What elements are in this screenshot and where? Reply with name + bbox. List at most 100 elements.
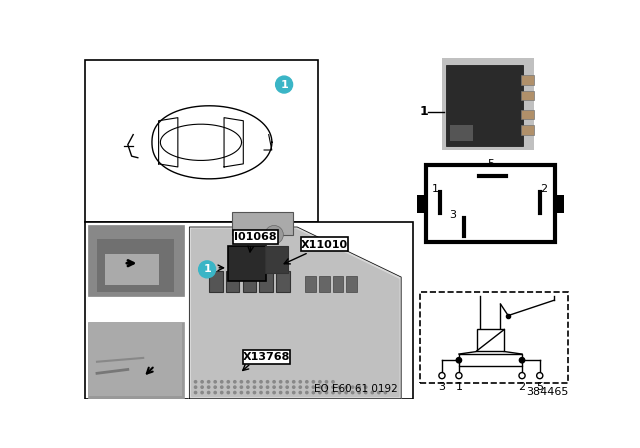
Circle shape bbox=[234, 381, 236, 383]
Circle shape bbox=[201, 392, 204, 394]
Bar bbox=[459, 354, 522, 366]
Circle shape bbox=[265, 225, 284, 244]
Circle shape bbox=[325, 392, 328, 394]
Circle shape bbox=[207, 392, 210, 394]
Circle shape bbox=[280, 392, 282, 394]
Circle shape bbox=[221, 386, 223, 388]
Text: 5: 5 bbox=[536, 382, 543, 392]
Bar bbox=[426, 165, 555, 242]
Circle shape bbox=[214, 381, 216, 383]
Circle shape bbox=[286, 381, 289, 383]
Circle shape bbox=[266, 386, 269, 388]
Circle shape bbox=[292, 386, 295, 388]
Circle shape bbox=[519, 358, 525, 363]
Circle shape bbox=[260, 381, 262, 383]
Circle shape bbox=[339, 386, 340, 388]
Circle shape bbox=[198, 261, 216, 278]
Circle shape bbox=[201, 386, 204, 388]
Bar bbox=[333, 276, 344, 293]
Bar bbox=[225, 271, 239, 293]
Polygon shape bbox=[189, 227, 401, 399]
Text: 2: 2 bbox=[518, 382, 525, 392]
Bar bbox=[265, 246, 288, 273]
Text: 3: 3 bbox=[438, 382, 445, 392]
Circle shape bbox=[456, 373, 462, 379]
Text: 1: 1 bbox=[280, 80, 288, 90]
Text: I01068: I01068 bbox=[234, 232, 276, 242]
Circle shape bbox=[306, 392, 308, 394]
Circle shape bbox=[312, 386, 314, 388]
Text: 5: 5 bbox=[487, 159, 494, 169]
Circle shape bbox=[253, 381, 255, 383]
Bar bbox=[477, 329, 504, 351]
Circle shape bbox=[332, 392, 334, 394]
Circle shape bbox=[227, 392, 230, 394]
Bar bbox=[97, 238, 174, 293]
Circle shape bbox=[260, 392, 262, 394]
Bar bbox=[105, 254, 159, 285]
Bar bbox=[86, 60, 318, 222]
Bar bbox=[276, 271, 291, 293]
Circle shape bbox=[247, 381, 249, 383]
Circle shape bbox=[325, 381, 328, 383]
Circle shape bbox=[319, 381, 321, 383]
Circle shape bbox=[240, 381, 243, 383]
Polygon shape bbox=[192, 229, 399, 396]
Circle shape bbox=[365, 386, 367, 388]
Circle shape bbox=[306, 381, 308, 383]
Circle shape bbox=[214, 386, 216, 388]
Bar bbox=[520, 91, 534, 100]
FancyBboxPatch shape bbox=[301, 237, 348, 251]
Circle shape bbox=[253, 392, 255, 394]
Bar bbox=[446, 65, 523, 146]
Circle shape bbox=[207, 386, 210, 388]
Circle shape bbox=[266, 392, 269, 394]
Bar bbox=[417, 195, 426, 213]
Circle shape bbox=[227, 386, 230, 388]
Circle shape bbox=[280, 386, 282, 388]
Circle shape bbox=[299, 381, 301, 383]
Circle shape bbox=[240, 386, 243, 388]
Bar bbox=[520, 110, 534, 119]
Bar bbox=[259, 271, 273, 293]
Circle shape bbox=[234, 386, 236, 388]
Bar bbox=[86, 222, 413, 399]
Circle shape bbox=[292, 392, 295, 394]
FancyBboxPatch shape bbox=[243, 350, 290, 364]
Bar bbox=[442, 58, 534, 150]
Circle shape bbox=[286, 392, 289, 394]
Circle shape bbox=[247, 386, 249, 388]
Circle shape bbox=[371, 392, 373, 394]
Text: 1: 1 bbox=[419, 105, 428, 118]
Circle shape bbox=[332, 381, 334, 383]
Bar bbox=[420, 293, 568, 383]
Text: X11010: X11010 bbox=[301, 240, 348, 250]
FancyBboxPatch shape bbox=[233, 230, 278, 244]
Circle shape bbox=[240, 392, 243, 394]
Text: 384465: 384465 bbox=[526, 387, 568, 397]
Circle shape bbox=[273, 381, 275, 383]
Text: X13768: X13768 bbox=[243, 352, 290, 362]
Circle shape bbox=[214, 392, 216, 394]
Circle shape bbox=[260, 386, 262, 388]
Circle shape bbox=[378, 392, 380, 394]
Bar bbox=[90, 323, 182, 396]
Circle shape bbox=[456, 358, 461, 363]
Circle shape bbox=[312, 392, 314, 394]
Text: 1: 1 bbox=[204, 264, 211, 274]
Bar bbox=[520, 125, 534, 134]
Bar bbox=[346, 276, 357, 293]
Bar bbox=[520, 75, 534, 85]
Circle shape bbox=[312, 381, 314, 383]
Circle shape bbox=[195, 381, 196, 383]
Text: 1: 1 bbox=[456, 382, 463, 392]
Bar bbox=[243, 271, 257, 293]
Circle shape bbox=[227, 381, 230, 383]
Circle shape bbox=[319, 386, 321, 388]
Bar bbox=[88, 225, 184, 296]
Bar bbox=[305, 276, 316, 293]
Text: 2: 2 bbox=[540, 184, 547, 194]
Circle shape bbox=[299, 386, 301, 388]
Circle shape bbox=[358, 392, 360, 394]
Circle shape bbox=[351, 386, 354, 388]
